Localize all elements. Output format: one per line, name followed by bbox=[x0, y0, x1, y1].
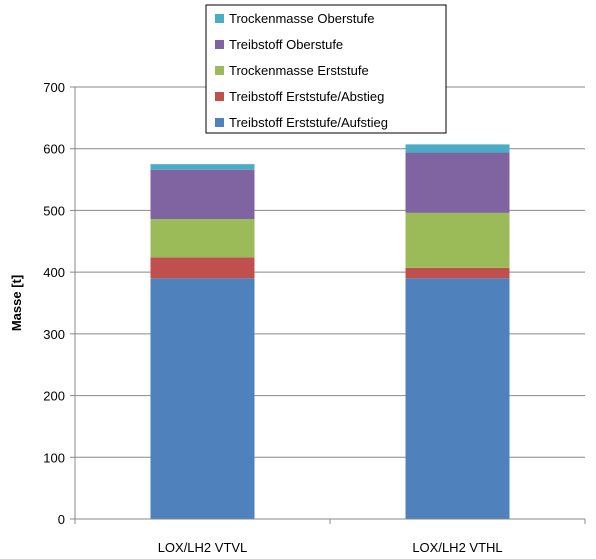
bar-segment bbox=[405, 267, 510, 279]
x-tick-label: LOX/LH2 VTHL bbox=[412, 540, 502, 555]
legend: Trockenmasse Oberstufe Treibstoff Oberstu… bbox=[205, 4, 447, 134]
x-tick-label: LOX/LH2 VTVL bbox=[158, 540, 248, 555]
bar-segment bbox=[405, 144, 510, 153]
legend-item: Treibstoff Erststufe/Abstieg bbox=[215, 89, 384, 104]
legend-swatch bbox=[215, 14, 224, 23]
y-tick-label: 400 bbox=[43, 265, 65, 280]
bar-segment bbox=[150, 164, 255, 170]
legend-label: Treibstoff Erststufe/Abstieg bbox=[229, 89, 384, 104]
bar-stack bbox=[405, 144, 510, 519]
y-tick-label: 100 bbox=[43, 450, 65, 465]
legend-box bbox=[205, 4, 447, 134]
bar-stacks bbox=[150, 144, 510, 519]
legend-swatch bbox=[215, 66, 224, 75]
bar-segment bbox=[150, 257, 255, 279]
y-tick-label: 700 bbox=[43, 80, 65, 95]
bar-segment bbox=[405, 152, 510, 213]
bar-segment bbox=[150, 278, 255, 519]
legend-label: Trockenmasse Erststufe bbox=[229, 63, 369, 78]
y-tick-label: 0 bbox=[58, 512, 65, 527]
legend-item: Trockenmasse Oberstufe bbox=[215, 11, 374, 26]
bar-segment bbox=[150, 219, 255, 258]
legend-swatch bbox=[215, 40, 224, 49]
legend-label: Treibstoff Erststufe/Aufstieg bbox=[229, 115, 388, 130]
legend-item: Trockenmasse Erststufe bbox=[215, 63, 369, 78]
legend-item: Treibstoff Oberstufe bbox=[215, 37, 343, 52]
legend-swatch bbox=[215, 92, 224, 101]
bar-stack bbox=[150, 164, 255, 519]
legend-label: Trockenmasse Oberstufe bbox=[229, 11, 374, 26]
bar-segment bbox=[405, 278, 510, 519]
bar-segment bbox=[150, 169, 255, 220]
x-tick-labels: LOX/LH2 VTVL LOX/LH2 VTHL bbox=[158, 540, 503, 555]
legend-item: Treibstoff Erststufe/Aufstieg bbox=[215, 115, 388, 130]
bar-segment bbox=[405, 212, 510, 268]
y-tick-label: 200 bbox=[43, 389, 65, 404]
y-tick-label: 300 bbox=[43, 327, 65, 342]
legend-label: Treibstoff Oberstufe bbox=[229, 37, 343, 52]
y-tick-labels: 0 100 200 300 400 500 600 700 bbox=[43, 80, 65, 527]
y-tick-label: 600 bbox=[43, 142, 65, 157]
legend-swatch bbox=[215, 118, 224, 127]
y-axis-label: Masse [t] bbox=[9, 275, 24, 331]
y-tick-label: 500 bbox=[43, 203, 65, 218]
